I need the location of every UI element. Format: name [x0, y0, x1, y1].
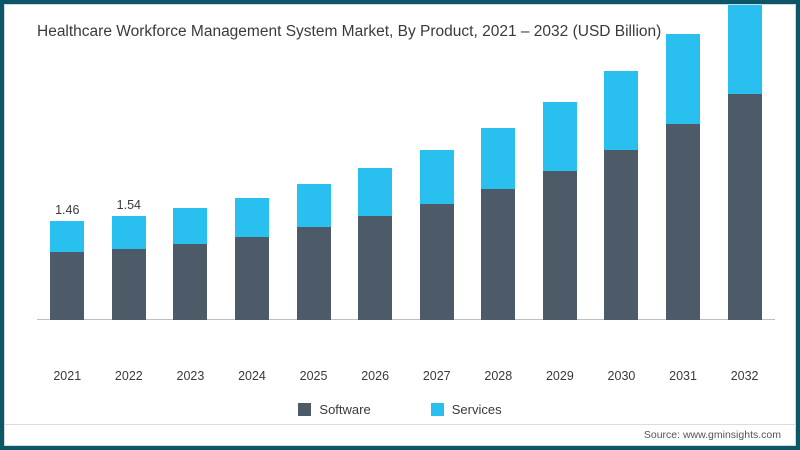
stack-2024[interactable] — [235, 198, 269, 320]
stack-2021[interactable] — [50, 221, 84, 320]
bar-software-2022[interactable] — [112, 249, 146, 320]
bar-services-2031[interactable] — [666, 34, 700, 124]
stack-2025[interactable] — [297, 184, 331, 320]
bar-group-2029 — [530, 65, 591, 320]
legend-swatch-software — [298, 403, 311, 416]
bar-services-2030[interactable] — [604, 71, 638, 150]
stack-2031[interactable] — [666, 34, 700, 320]
bar-services-2022[interactable] — [112, 216, 146, 249]
stack-2029[interactable] — [543, 102, 577, 320]
year-label-2026: 2026 — [345, 369, 406, 383]
stack-2023[interactable] — [173, 208, 207, 320]
bar-services-2029[interactable] — [543, 102, 577, 171]
legend-label-services: Services — [452, 402, 502, 417]
chart-border-frame: Healthcare Workforce Management System M… — [0, 0, 800, 450]
year-label-2031: 2031 — [653, 369, 714, 383]
footer-divider — [5, 424, 795, 425]
value-label-2021: 1.46 — [55, 203, 79, 217]
bar-software-2025[interactable] — [297, 227, 331, 320]
year-axis-labels: 2021 2022 2023 2024 2025 2026 2027 2028 … — [37, 369, 775, 383]
bar-software-2023[interactable] — [173, 244, 207, 320]
bar-software-2028[interactable] — [481, 189, 515, 320]
year-label-2030: 2030 — [591, 369, 652, 383]
year-label-2029: 2029 — [530, 369, 591, 383]
bar-software-2021[interactable] — [50, 252, 84, 320]
source-text: Source: www.gminsights.com — [644, 429, 781, 441]
chart-plot-area: 1.46 1.54 — [37, 65, 775, 350]
stack-2027[interactable] — [420, 150, 454, 320]
bar-group-2030 — [591, 65, 652, 320]
stack-2032[interactable] — [728, 4, 762, 320]
year-label-2028: 2028 — [468, 369, 529, 383]
bar-services-2023[interactable] — [173, 208, 207, 244]
year-label-2027: 2027 — [406, 369, 467, 383]
stack-2026[interactable] — [358, 168, 392, 320]
bar-services-2021[interactable] — [50, 221, 84, 252]
year-label-2024: 2024 — [222, 369, 283, 383]
bar-software-2024[interactable] — [235, 237, 269, 320]
stack-2030[interactable] — [604, 71, 638, 320]
bar-group-2032 — [714, 65, 775, 320]
bar-services-2024[interactable] — [235, 198, 269, 237]
bar-software-2027[interactable] — [420, 204, 454, 320]
legend-item-software[interactable]: Software — [298, 402, 370, 417]
bar-software-2031[interactable] — [666, 124, 700, 320]
bar-group-2023 — [160, 65, 221, 320]
bar-software-2032[interactable] — [728, 94, 762, 320]
bar-group-2022: 1.54 — [99, 65, 160, 320]
year-label-2021: 2021 — [37, 369, 98, 383]
year-label-2023: 2023 — [160, 369, 221, 383]
value-label-2022: 1.54 — [117, 198, 141, 212]
bar-software-2030[interactable] — [604, 150, 638, 320]
bar-group-2031 — [653, 65, 714, 320]
year-label-2022: 2022 — [99, 369, 160, 383]
bar-services-2026[interactable] — [358, 168, 392, 216]
bar-software-2026[interactable] — [358, 216, 392, 320]
bar-group-2021: 1.46 — [37, 65, 98, 320]
bar-services-2032[interactable] — [728, 4, 762, 94]
bar-services-2025[interactable] — [297, 184, 331, 227]
year-label-2032: 2032 — [714, 369, 775, 383]
legend-item-services[interactable]: Services — [431, 402, 502, 417]
bar-group-2025 — [283, 65, 344, 320]
legend-label-software: Software — [319, 402, 370, 417]
chart-title: Healthcare Workforce Management System M… — [37, 23, 775, 41]
chart-legend: Software Services — [5, 402, 795, 417]
legend-swatch-services — [431, 403, 444, 416]
bar-group-2028 — [468, 65, 529, 320]
bar-group-2027 — [406, 65, 467, 320]
bar-services-2028[interactable] — [481, 128, 515, 189]
bar-group-2026 — [345, 65, 406, 320]
bars-row: 1.46 1.54 — [37, 65, 775, 320]
stack-2028[interactable] — [481, 128, 515, 320]
chart-inner-panel: Healthcare Workforce Management System M… — [4, 4, 796, 446]
bar-software-2029[interactable] — [543, 171, 577, 320]
stack-2022[interactable] — [112, 216, 146, 320]
year-label-2025: 2025 — [283, 369, 344, 383]
bar-services-2027[interactable] — [420, 150, 454, 204]
bar-group-2024 — [222, 65, 283, 320]
